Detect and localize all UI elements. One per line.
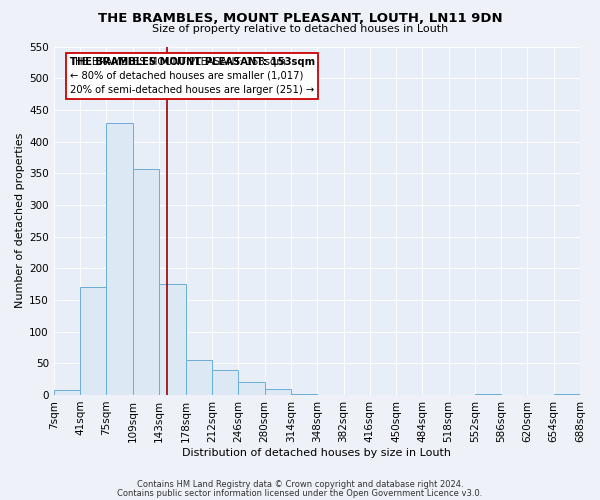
Text: THE BRAMBLES MOUNT PLEASANT: 153sqm: THE BRAMBLES MOUNT PLEASANT: 153sqm xyxy=(70,57,314,67)
Bar xyxy=(186,360,212,395)
Bar xyxy=(159,284,186,395)
X-axis label: Distribution of detached houses by size in Louth: Distribution of detached houses by size … xyxy=(182,448,451,458)
Bar xyxy=(265,388,291,395)
Bar xyxy=(238,382,265,395)
Bar xyxy=(80,288,106,395)
Bar xyxy=(212,370,238,395)
Text: THE BRAMBLES MOUNT PLEASANT: 153sqm
← 80% of detached houses are smaller (1,017): THE BRAMBLES MOUNT PLEASANT: 153sqm ← 80… xyxy=(70,57,314,95)
Bar xyxy=(106,122,133,395)
Bar xyxy=(554,394,580,395)
Bar xyxy=(475,394,501,395)
Text: Size of property relative to detached houses in Louth: Size of property relative to detached ho… xyxy=(152,24,448,34)
Text: THE BRAMBLES, MOUNT PLEASANT, LOUTH, LN11 9DN: THE BRAMBLES, MOUNT PLEASANT, LOUTH, LN1… xyxy=(98,12,502,26)
Text: Contains HM Land Registry data © Crown copyright and database right 2024.: Contains HM Land Registry data © Crown c… xyxy=(137,480,463,489)
Text: Contains public sector information licensed under the Open Government Licence v3: Contains public sector information licen… xyxy=(118,488,482,498)
Bar xyxy=(133,170,159,395)
Bar xyxy=(54,390,80,395)
Y-axis label: Number of detached properties: Number of detached properties xyxy=(15,133,25,308)
Bar xyxy=(291,394,317,395)
